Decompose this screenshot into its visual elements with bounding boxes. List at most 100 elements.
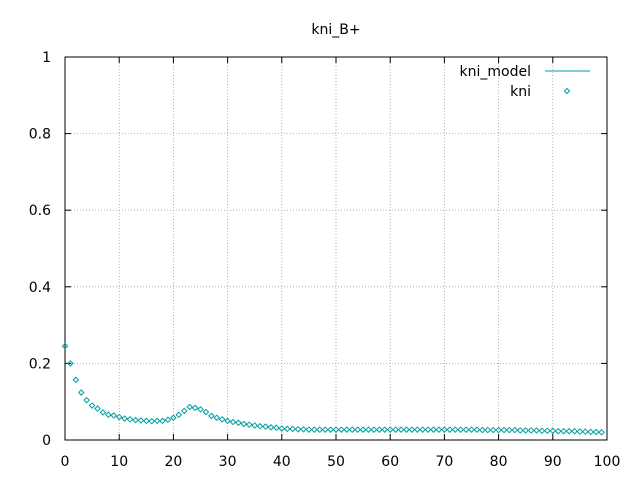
- y-tick-label: 0.8: [29, 127, 51, 143]
- x-tick-label: 30: [219, 454, 237, 470]
- x-tick-label: 20: [164, 454, 182, 470]
- data-point: [484, 426, 492, 434]
- data-point: [435, 426, 443, 433]
- y-tick-label: 1: [42, 50, 51, 66]
- data-point: [191, 404, 199, 412]
- data-point: [94, 405, 101, 412]
- data-point: [305, 426, 313, 433]
- data-point: [451, 426, 459, 433]
- data-point: [256, 422, 264, 430]
- axis-ticks: 0 10 20 30 40 50 60 70 80 90 100 0 0.2 0.4 0.6 0.8 1: [29, 50, 621, 470]
- data-point: [392, 426, 399, 433]
- x-tick-label: 0: [61, 454, 70, 470]
- data-point: [549, 427, 557, 435]
- y-tick-label: 0: [42, 433, 51, 449]
- data-point: [489, 426, 497, 434]
- data-point: [370, 426, 378, 433]
- data-point: [441, 426, 448, 433]
- data-point: [235, 419, 242, 427]
- data-point: [560, 427, 567, 435]
- data-point: [457, 426, 464, 433]
- legend-marker-swatch: [563, 87, 571, 95]
- data-point: [186, 403, 193, 411]
- x-tick-label: 10: [110, 454, 128, 470]
- chart-title: kni_B+: [311, 22, 360, 38]
- data-point: [137, 417, 145, 424]
- data-point: [132, 416, 139, 424]
- data-point: [516, 427, 524, 434]
- data-point: [126, 416, 134, 423]
- data-point: [115, 413, 123, 421]
- data-point: [359, 426, 367, 433]
- data-point: [430, 426, 437, 433]
- plot-frame: [64, 56, 608, 441]
- data-point: [522, 427, 530, 434]
- data-point: [245, 421, 253, 428]
- data-point: [61, 342, 69, 350]
- x-tick-label: 90: [544, 454, 562, 470]
- data-point: [538, 427, 546, 435]
- data-point: [289, 425, 296, 433]
- data-point: [170, 414, 177, 422]
- data-point: [240, 420, 248, 428]
- data-point: [554, 427, 562, 435]
- data-point: [229, 418, 237, 426]
- data-point: [462, 426, 470, 433]
- x-tick-label: 50: [327, 454, 345, 470]
- data-point: [544, 427, 551, 435]
- data-point: [213, 414, 221, 422]
- data-point: [278, 425, 286, 432]
- data-point: [446, 426, 454, 433]
- data-point: [582, 428, 589, 435]
- data-point: [159, 417, 166, 425]
- legend-label: kni: [510, 84, 531, 100]
- grid: [65, 57, 607, 440]
- y-tick-label: 0.6: [29, 203, 51, 219]
- data-point: [348, 426, 356, 433]
- data-point: [67, 360, 74, 367]
- data-point: [321, 426, 329, 433]
- y-tick-label: 0.4: [29, 280, 51, 296]
- data-point: [202, 408, 210, 416]
- x-tick-label: 60: [381, 454, 399, 470]
- data-point: [376, 426, 383, 433]
- data-point: [175, 411, 183, 419]
- series-layer: [61, 342, 605, 436]
- data-point: [424, 426, 432, 433]
- data-point: [142, 417, 150, 425]
- data-point: [251, 422, 259, 429]
- data-point: [283, 425, 291, 433]
- data-point: [72, 376, 80, 384]
- data-point: [500, 426, 508, 434]
- data-point: [473, 426, 481, 433]
- data-point: [506, 426, 513, 434]
- data-point: [495, 426, 502, 434]
- data-point: [273, 424, 280, 432]
- data-point: [354, 426, 361, 433]
- data-point: [587, 428, 595, 436]
- x-tick-label: 80: [490, 454, 508, 470]
- data-point: [511, 426, 519, 434]
- data-point: [99, 409, 107, 416]
- data-point: [164, 416, 172, 424]
- data-point: [148, 417, 156, 425]
- data-point: [408, 426, 416, 433]
- data-point: [121, 415, 128, 422]
- data-point: [565, 427, 573, 435]
- x-tick-label: 40: [273, 454, 291, 470]
- data-point: [262, 423, 269, 430]
- data-point: [224, 417, 231, 425]
- y-tick-label: 0.2: [29, 356, 51, 372]
- data-point: [294, 425, 302, 433]
- data-point: [419, 426, 427, 433]
- data-point: [413, 426, 421, 433]
- data-point: [267, 424, 275, 431]
- data-point: [397, 426, 405, 433]
- x-tick-label: 100: [594, 454, 621, 470]
- data-point: [571, 427, 578, 435]
- data-point: [83, 396, 90, 404]
- data-point: [332, 426, 340, 433]
- data-point: [381, 426, 389, 433]
